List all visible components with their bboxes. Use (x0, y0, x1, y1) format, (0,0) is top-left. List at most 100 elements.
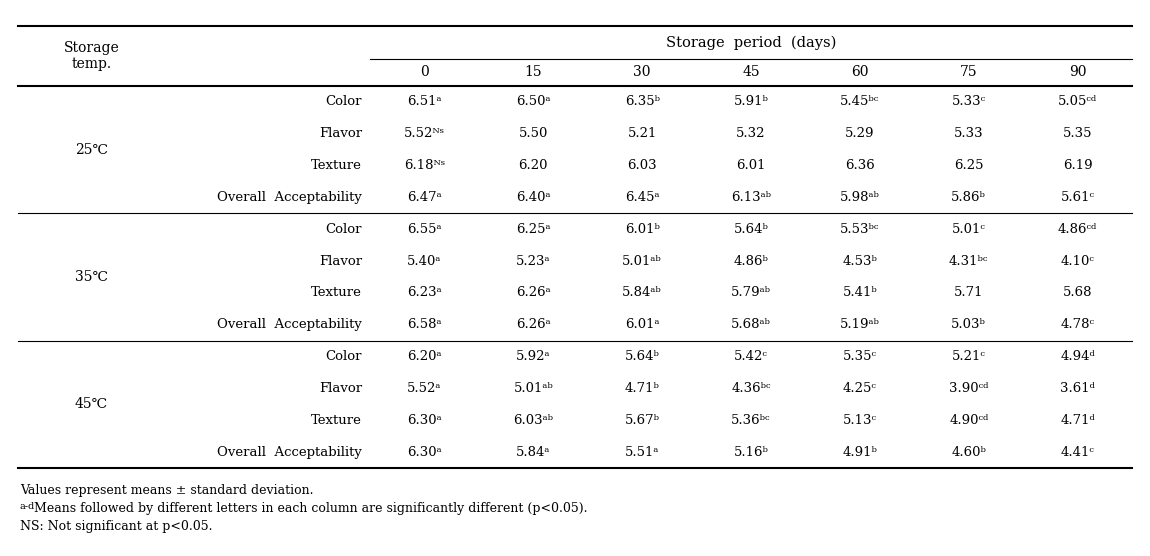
Text: Color: Color (325, 223, 362, 236)
Text: 4.86ᶜᵈ: 4.86ᶜᵈ (1058, 223, 1097, 236)
Text: 5.52ᵃ: 5.52ᵃ (407, 382, 442, 395)
Text: 5.50: 5.50 (519, 127, 547, 140)
Text: 5.01ᶜ: 5.01ᶜ (952, 223, 986, 236)
Text: 5.40ᵃ: 5.40ᵃ (407, 255, 442, 267)
Text: 5.13ᶜ: 5.13ᶜ (843, 414, 876, 427)
Text: 4.86ᵇ: 4.86ᵇ (734, 255, 768, 267)
Text: 45: 45 (742, 66, 760, 80)
Text: 5.41ᵇ: 5.41ᵇ (843, 286, 877, 300)
Text: 5.64ᵇ: 5.64ᵇ (734, 223, 768, 236)
Text: 5.19ᵃᵇ: 5.19ᵃᵇ (840, 318, 880, 331)
Text: 5.05ᶜᵈ: 5.05ᶜᵈ (1058, 96, 1097, 108)
Text: 6.45ᵃ: 6.45ᵃ (624, 191, 659, 204)
Text: 6.50ᵃ: 6.50ᵃ (516, 96, 551, 108)
Text: 6.20ᵃ: 6.20ᵃ (407, 350, 442, 363)
Text: 4.53ᵇ: 4.53ᵇ (843, 255, 877, 267)
Text: 15: 15 (524, 66, 542, 80)
Text: Flavor: Flavor (319, 255, 362, 267)
Text: 6.25: 6.25 (954, 159, 983, 172)
Text: 5.21ᶜ: 5.21ᶜ (952, 350, 986, 363)
Text: 5.91ᵇ: 5.91ᵇ (734, 96, 768, 108)
Text: Storage
temp.: Storage temp. (63, 41, 120, 71)
Text: 4.91ᵇ: 4.91ᵇ (843, 445, 877, 459)
Text: 5.42ᶜ: 5.42ᶜ (734, 350, 768, 363)
Text: 5.64ᵇ: 5.64ᵇ (624, 350, 660, 363)
Text: 90: 90 (1068, 66, 1087, 80)
Text: Flavor: Flavor (319, 382, 362, 395)
Text: Color: Color (325, 96, 362, 108)
Text: 4.25ᶜ: 4.25ᶜ (843, 382, 876, 395)
Text: 6.13ᵃᵇ: 6.13ᵃᵇ (731, 191, 770, 204)
Text: 6.35ᵇ: 6.35ᵇ (624, 96, 660, 108)
Text: 6.25ᵃ: 6.25ᵃ (516, 223, 551, 236)
Text: 45℃: 45℃ (75, 398, 108, 411)
Text: 5.32: 5.32 (736, 127, 766, 140)
Text: 35℃: 35℃ (75, 270, 108, 284)
Text: 5.52ᴺˢ: 5.52ᴺˢ (404, 127, 445, 140)
Text: 4.71ᵈ: 4.71ᵈ (1060, 414, 1095, 427)
Text: NS: Not significant at p<0.05.: NS: Not significant at p<0.05. (20, 520, 213, 533)
Text: 6.01ᵃ: 6.01ᵃ (624, 318, 659, 331)
Text: 5.33: 5.33 (953, 127, 983, 140)
Text: Overall  Acceptability: Overall Acceptability (217, 191, 362, 204)
Text: 4.90ᶜᵈ: 4.90ᶜᵈ (949, 414, 988, 427)
Text: 4.78ᶜ: 4.78ᶜ (1060, 318, 1095, 331)
Text: 6.51ᵃ: 6.51ᵃ (407, 96, 442, 108)
Text: Texture: Texture (312, 159, 362, 172)
Text: 25℃: 25℃ (75, 143, 108, 157)
Text: 4.31ᵇᶜ: 4.31ᵇᶜ (949, 255, 988, 267)
Text: Values represent means ± standard deviation.: Values represent means ± standard deviat… (20, 484, 314, 497)
Text: 5.86ᵇ: 5.86ᵇ (951, 191, 987, 204)
Text: 5.68: 5.68 (1063, 286, 1092, 300)
Text: Color: Color (325, 350, 362, 363)
Text: 6.26ᵃ: 6.26ᵃ (516, 318, 551, 331)
Text: 5.35ᶜ: 5.35ᶜ (843, 350, 876, 363)
Text: 5.79ᵃᵇ: 5.79ᵃᵇ (731, 286, 770, 300)
Text: 5.51ᵃ: 5.51ᵃ (624, 445, 659, 459)
Text: 4.71ᵇ: 4.71ᵇ (624, 382, 660, 395)
Text: 4.36ᵇᶜ: 4.36ᵇᶜ (731, 382, 770, 395)
Text: 3.61ᵈ: 3.61ᵈ (1060, 382, 1095, 395)
Text: 5.35: 5.35 (1063, 127, 1092, 140)
Text: 6.30ᵃ: 6.30ᵃ (407, 414, 442, 427)
Text: 5.53ᵇᶜ: 5.53ᵇᶜ (841, 223, 880, 236)
Text: 6.58ᵃ: 6.58ᵃ (407, 318, 442, 331)
Text: 30: 30 (634, 66, 651, 80)
Text: 5.92ᵃ: 5.92ᵃ (516, 350, 551, 363)
Text: 6.40ᵃ: 6.40ᵃ (516, 191, 551, 204)
Text: 5.84ᵃᵇ: 5.84ᵃᵇ (622, 286, 662, 300)
Text: Means followed by different letters in each column are significantly different (: Means followed by different letters in e… (34, 502, 588, 515)
Text: 5.03ᵇ: 5.03ᵇ (951, 318, 987, 331)
Text: 60: 60 (851, 66, 868, 80)
Text: 5.21: 5.21 (628, 127, 657, 140)
Text: 5.71: 5.71 (954, 286, 983, 300)
Text: 5.45ᵇᶜ: 5.45ᵇᶜ (841, 96, 880, 108)
Text: Overall  Acceptability: Overall Acceptability (217, 318, 362, 331)
Text: Overall  Acceptability: Overall Acceptability (217, 445, 362, 459)
Text: 3.90ᶜᵈ: 3.90ᶜᵈ (949, 382, 988, 395)
Text: 6.03: 6.03 (628, 159, 657, 172)
Text: 6.26ᵃ: 6.26ᵃ (516, 286, 551, 300)
Text: 4.94ᵈ: 4.94ᵈ (1060, 350, 1095, 363)
Text: 6.30ᵃ: 6.30ᵃ (407, 445, 442, 459)
Text: Texture: Texture (312, 414, 362, 427)
Text: a-d: a-d (20, 502, 36, 511)
Text: 5.01ᵃᵇ: 5.01ᵃᵇ (513, 382, 553, 395)
Text: 5.16ᵇ: 5.16ᵇ (734, 445, 768, 459)
Text: 5.01ᵃᵇ: 5.01ᵃᵇ (622, 255, 662, 267)
Text: 4.41ᶜ: 4.41ᶜ (1060, 445, 1095, 459)
Text: 6.55ᵃ: 6.55ᵃ (407, 223, 442, 236)
Text: 4.60ᵇ: 4.60ᵇ (951, 445, 987, 459)
Text: 5.68ᵃᵇ: 5.68ᵃᵇ (731, 318, 770, 331)
Text: 6.03ᵃᵇ: 6.03ᵃᵇ (513, 414, 553, 427)
Text: 0: 0 (420, 66, 429, 80)
Text: 5.98ᵃᵇ: 5.98ᵃᵇ (840, 191, 880, 204)
Text: 4.10ᶜ: 4.10ᶜ (1060, 255, 1095, 267)
Text: 6.19: 6.19 (1063, 159, 1092, 172)
Text: Texture: Texture (312, 286, 362, 300)
Text: Flavor: Flavor (319, 127, 362, 140)
Text: 5.33ᶜ: 5.33ᶜ (952, 96, 986, 108)
Text: 5.29: 5.29 (845, 127, 875, 140)
Text: 6.01: 6.01 (736, 159, 766, 172)
Text: 5.61ᶜ: 5.61ᶜ (1060, 191, 1095, 204)
